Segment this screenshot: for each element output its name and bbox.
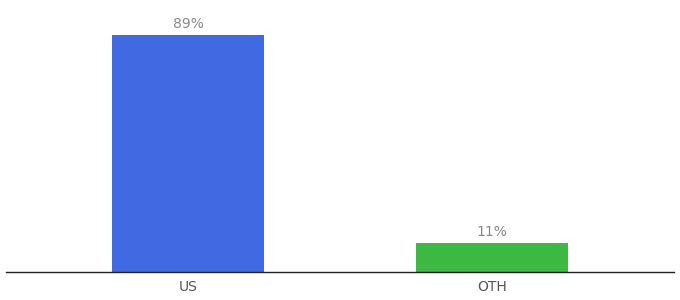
Bar bbox=[416, 243, 568, 272]
Bar bbox=[112, 35, 264, 272]
Text: 89%: 89% bbox=[173, 17, 203, 31]
Text: 11%: 11% bbox=[477, 225, 507, 239]
